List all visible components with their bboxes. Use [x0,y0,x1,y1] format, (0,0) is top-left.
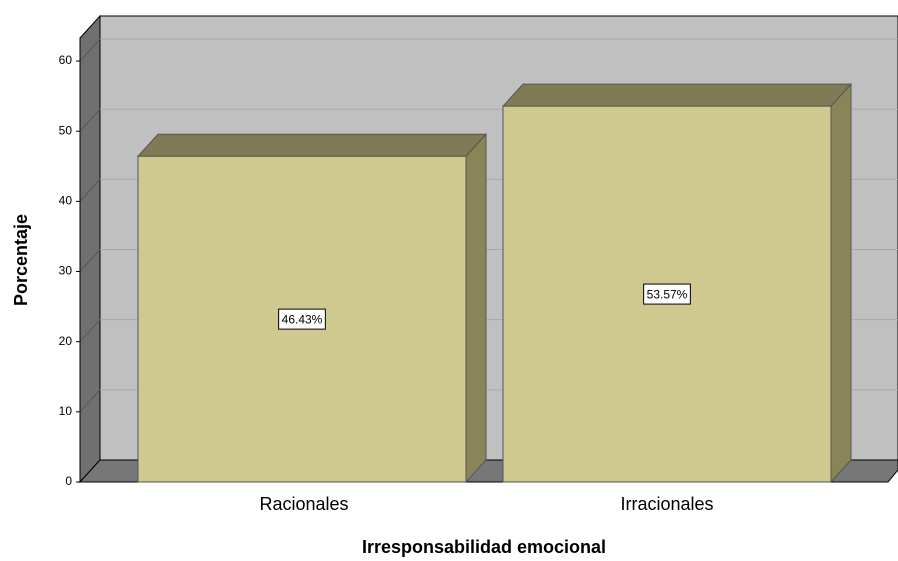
value-label: 53.57% [647,287,688,301]
bar-top [136,133,488,157]
bar-side [465,132,487,484]
side-wall [79,14,101,484]
value-label: 46.43% [282,312,323,326]
bar-side [830,82,852,484]
x-tick-label: Racionales [259,494,348,514]
grid-line [79,38,101,62]
y-tick-label: 10 [59,404,73,418]
grid-line [79,108,101,132]
x-tick-label: Irracionales [620,494,713,514]
grid-line [79,249,101,272]
bar-top [501,83,853,107]
value-label-box [278,308,326,330]
grid-line [79,389,101,413]
y-tick-label: 20 [59,334,73,348]
y-tick-label: 40 [59,194,73,208]
y-axis-title: Porcentaje [11,214,31,306]
y-tick-label: 30 [59,264,73,278]
y-tick-label: 60 [59,53,73,67]
grid-line [79,319,101,343]
value-label-box [643,283,691,305]
y-tick-label: 0 [65,474,72,488]
y-tick-label: 50 [59,123,73,137]
x-axis-title: Irresponsabilidad emocional [362,537,606,557]
grid-line [79,179,101,202]
